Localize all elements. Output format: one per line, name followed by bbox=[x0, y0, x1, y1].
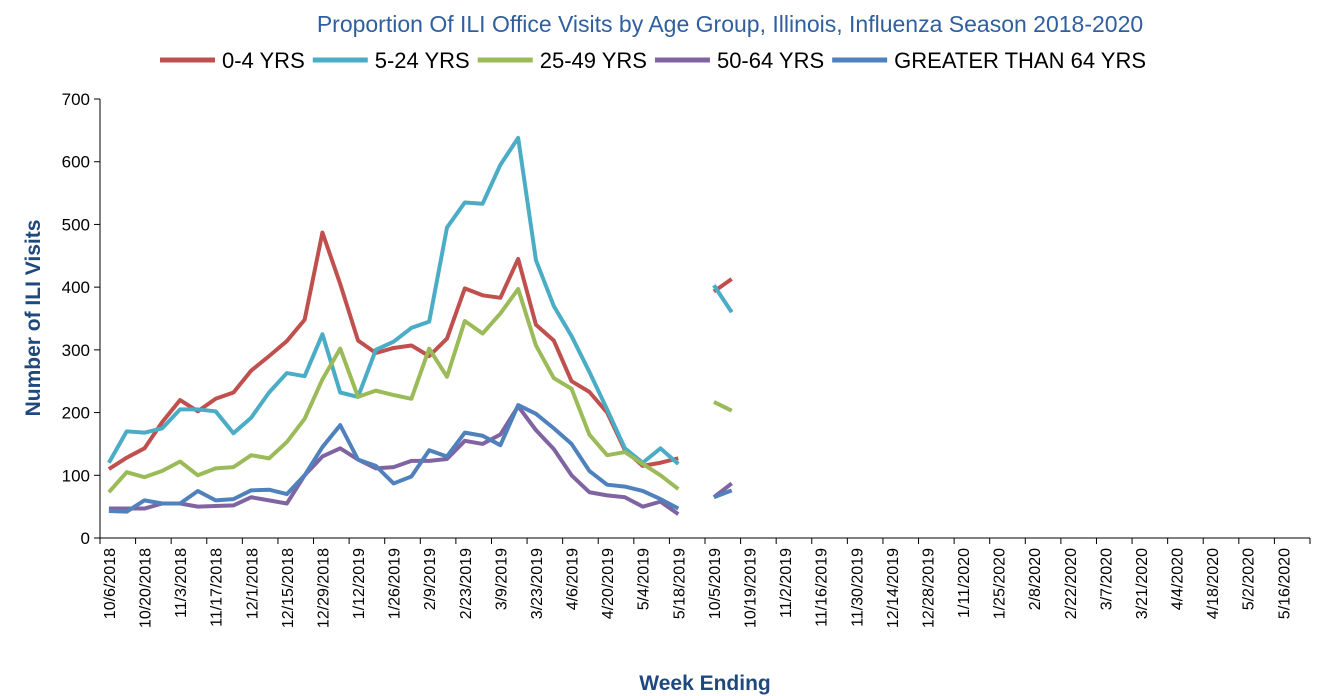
y-tick-label: 400 bbox=[62, 278, 90, 297]
x-tick-label: 4/6/2019 bbox=[565, 548, 582, 610]
legend-label: 25-49 YRS bbox=[540, 48, 647, 73]
x-tick-label: 5/4/2019 bbox=[636, 548, 653, 610]
x-tick-label: 4/4/2020 bbox=[1170, 548, 1187, 610]
x-tick-label: 11/30/2019 bbox=[849, 548, 866, 627]
x-tick-label: 10/5/2019 bbox=[707, 548, 724, 619]
y-tick-label: 200 bbox=[62, 404, 90, 423]
x-tick-label: 2/23/2019 bbox=[458, 548, 475, 619]
chart-title: Proportion Of ILI Office Visits by Age G… bbox=[317, 11, 1143, 37]
x-tick-label: 2/22/2020 bbox=[1063, 548, 1080, 619]
y-tick-label: 300 bbox=[62, 341, 90, 360]
x-tick-label: 10/20/2018 bbox=[137, 548, 154, 628]
x-tick-label: 3/21/2020 bbox=[1134, 548, 1151, 619]
series-line bbox=[107, 230, 679, 471]
x-tick-label: 3/9/2019 bbox=[493, 548, 510, 610]
x-tick-label: 3/7/2020 bbox=[1098, 548, 1115, 610]
y-tick-label: 600 bbox=[62, 153, 90, 172]
x-tick-label: 4/18/2020 bbox=[1205, 548, 1222, 619]
x-tick-label: 1/26/2019 bbox=[387, 548, 404, 619]
x-tick-label: 1/11/2020 bbox=[956, 548, 973, 618]
x-tick-label: 5/2/2020 bbox=[1241, 548, 1258, 610]
series-line bbox=[108, 403, 680, 514]
x-tick-label: 12/14/2019 bbox=[885, 548, 902, 628]
x-tick-label: 12/29/2018 bbox=[315, 548, 332, 628]
x-tick-label: 10/19/2019 bbox=[742, 548, 759, 628]
y-tick-label: 700 bbox=[62, 90, 90, 109]
series-line bbox=[712, 284, 734, 314]
y-axis-title: Number of ILI Visits bbox=[22, 220, 45, 417]
x-tick-label: 10/6/2018 bbox=[102, 548, 119, 619]
y-tick-label: 500 bbox=[62, 215, 90, 234]
legend-label: 0-4 YRS bbox=[222, 48, 305, 73]
series-line bbox=[713, 488, 733, 500]
x-tick-label: 11/16/2019 bbox=[814, 548, 831, 627]
x-tick-label: 5/16/2020 bbox=[1276, 548, 1293, 619]
x-tick-label: 12/28/2019 bbox=[920, 548, 937, 628]
x-tick-label: 12/1/2018 bbox=[244, 548, 261, 619]
y-tick-label: 100 bbox=[62, 466, 90, 485]
x-tick-label: 11/17/2018 bbox=[209, 548, 226, 627]
series-line bbox=[108, 404, 680, 516]
x-tick-label: 1/25/2020 bbox=[992, 548, 1009, 619]
x-tick-label: 12/15/2018 bbox=[280, 548, 297, 628]
x-tick-label: 11/2/2019 bbox=[778, 548, 795, 618]
legend-label: 50-64 YRS bbox=[717, 48, 824, 73]
series-line bbox=[107, 287, 680, 494]
legend-label: GREATER THAN 64 YRS bbox=[894, 48, 1146, 73]
series-line bbox=[713, 400, 733, 413]
y-tick-label: 0 bbox=[81, 529, 90, 548]
x-tick-label: 5/18/2019 bbox=[671, 548, 688, 619]
x-tick-label: 4/20/2019 bbox=[600, 548, 617, 619]
x-tick-label: 3/23/2019 bbox=[529, 548, 546, 619]
series-line bbox=[107, 135, 680, 466]
x-tick-label: 11/3/2018 bbox=[173, 548, 190, 618]
x-tick-label: 1/12/2019 bbox=[351, 548, 368, 619]
x-tick-label: 2/8/2020 bbox=[1027, 548, 1044, 610]
legend-label: 5-24 YRS bbox=[375, 48, 470, 73]
x-axis-title: Week Ending bbox=[639, 672, 770, 695]
x-tick-label: 2/9/2019 bbox=[422, 548, 439, 610]
